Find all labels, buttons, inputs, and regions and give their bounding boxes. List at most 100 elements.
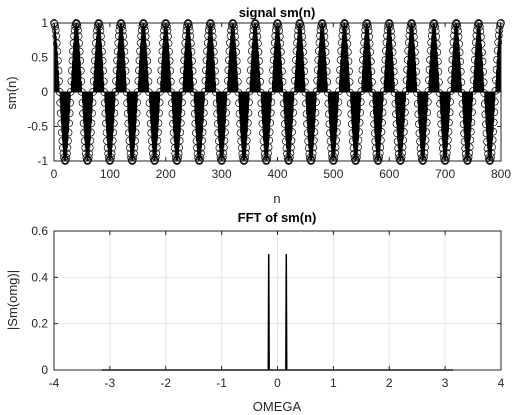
stem-marker [334, 98, 343, 106]
stem-marker [276, 39, 285, 48]
stem-marker [255, 67, 264, 76]
stem-marker [198, 128, 207, 137]
stem-marker [466, 136, 475, 144]
stem-marker [390, 78, 399, 86]
fft-grid [54, 231, 501, 370]
fft-subplot: FFT of sm(n) -4 -3 -2 -1 0 1 2 3 4 0.6 0.4 0.2 0 OM… [5, 210, 505, 414]
stem-marker [88, 109, 96, 118]
stem-marker [412, 78, 421, 86]
stem-marker [489, 127, 498, 136]
stem-marker [252, 26, 261, 35]
stem-marker [388, 39, 396, 48]
stem-marker [309, 136, 318, 145]
stem-marker [174, 149, 183, 158]
stem-marker [99, 66, 108, 75]
stem-marker [487, 149, 496, 157]
stem-marker [489, 118, 498, 127]
stem-marker [178, 98, 186, 107]
stem-marker [165, 57, 174, 65]
stem-marker [88, 98, 97, 107]
stem-marker [86, 136, 95, 145]
stem-marker [353, 149, 362, 157]
stem-marker [256, 77, 265, 86]
stem-marker [478, 48, 486, 57]
stem-marker [189, 77, 197, 86]
stem-marker [142, 39, 151, 48]
signal-x-tick-label: 300 [212, 167, 232, 181]
stem-marker [445, 108, 454, 117]
stem-marker [420, 149, 429, 157]
stem-marker [130, 149, 138, 158]
fft-x-tick-label: 4 [498, 376, 505, 390]
stem-marker [445, 118, 453, 127]
stem-marker [54, 66, 63, 75]
stem-marker [333, 118, 342, 127]
signal-x-tick-label: 500 [323, 167, 343, 181]
stem-marker [434, 57, 442, 66]
fft-y-axis-label: |Sm(omg)| [5, 270, 20, 330]
stem-marker [332, 128, 341, 136]
stem-marker [66, 98, 75, 107]
stem-marker [297, 26, 306, 35]
stem-marker [65, 119, 73, 128]
stem-marker [64, 136, 72, 145]
stem-marker [154, 119, 163, 127]
stem-marker [141, 26, 149, 35]
stem-marker [265, 128, 274, 136]
stem-marker [199, 109, 208, 117]
stem-marker [323, 78, 332, 86]
stem-marker [255, 57, 263, 65]
stem-marker [435, 78, 443, 87]
stem-marker [175, 136, 184, 145]
stem-marker [310, 128, 319, 136]
stem-marker [421, 136, 430, 144]
stem-marker [221, 128, 229, 137]
stem-marker [321, 39, 329, 48]
stem-marker [433, 48, 442, 57]
stem-marker [355, 118, 364, 127]
stem-marker [241, 149, 250, 158]
stem-marker [345, 67, 353, 76]
stem-marker [344, 48, 352, 56]
stem-marker [111, 98, 119, 107]
stem-marker [491, 97, 499, 106]
stem-marker [132, 119, 140, 127]
fft-x-tick-label: 0 [274, 376, 281, 390]
stem-marker [245, 98, 253, 107]
stem-marker [133, 98, 142, 107]
stem-marker [378, 118, 386, 127]
stem-marker [422, 127, 430, 136]
stem-marker [210, 57, 219, 65]
stem-marker [287, 136, 296, 145]
stem-marker [222, 98, 231, 107]
stem-marker [264, 149, 272, 158]
stem-marker [398, 149, 406, 157]
stem-marker [400, 118, 409, 127]
stem-marker [211, 67, 219, 75]
stem-marker [144, 77, 153, 86]
fft-x-tick-label: -1 [216, 376, 227, 390]
stem-marker [277, 48, 285, 56]
stem-marker [431, 27, 440, 35]
stem-marker [65, 109, 74, 118]
stem-marker [495, 26, 504, 34]
stem-marker [388, 48, 397, 56]
stem-marker [122, 77, 130, 86]
stem-marker [121, 66, 130, 75]
signal-x-tick-label: 600 [379, 167, 399, 181]
stem-marker [63, 149, 71, 158]
stem-marker [364, 27, 373, 35]
stem-marker [311, 118, 319, 127]
stem-marker [221, 119, 230, 127]
stem-marker [288, 128, 296, 136]
stem-marker [185, 26, 194, 35]
stem-marker [320, 26, 328, 35]
signal-x-tick-label: 700 [435, 167, 455, 181]
fft-y-tick-label: 0.6 [31, 224, 48, 238]
stem-marker [142, 47, 151, 56]
stem-marker [96, 26, 105, 35]
fft-x-axis-label: OMEGA [253, 399, 302, 414]
stem-marker [278, 67, 286, 76]
stem-marker [119, 39, 128, 48]
stem-marker [198, 136, 206, 145]
